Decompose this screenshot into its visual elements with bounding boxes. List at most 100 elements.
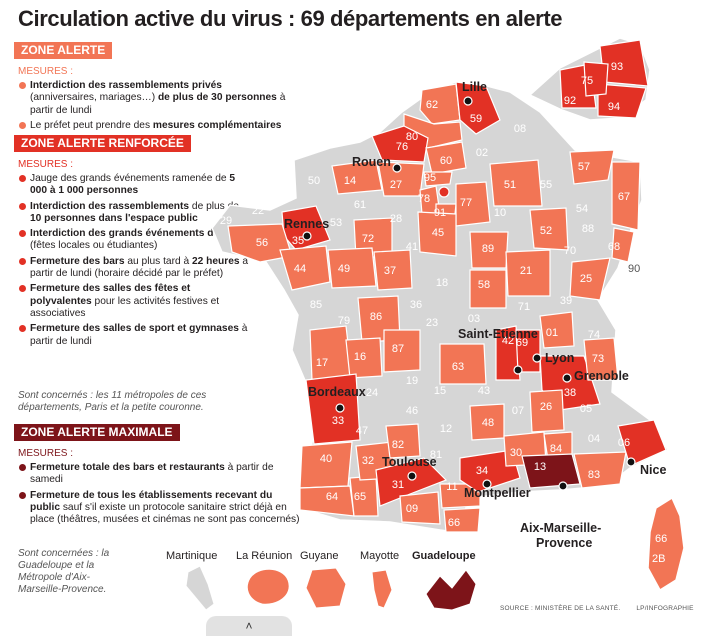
dept-shape-13 (521, 453, 581, 489)
dept-label-36: 36 (410, 299, 422, 311)
dept-label-24: 24 (366, 387, 378, 399)
measure-item: Interdiction des rassemblements privés (… (18, 80, 286, 117)
red-bullet-icon (19, 202, 26, 210)
dept-label-10: 10 (494, 207, 506, 219)
dept-label-05: 05 (580, 403, 592, 415)
dept-label-80: 80 (406, 131, 418, 143)
dept-shape-42 (495, 325, 521, 381)
dept-label-58: 58 (478, 279, 490, 291)
dept-label-27: 27 (390, 179, 402, 191)
territory-guyane (305, 567, 347, 609)
dept-label-42: 42 (502, 335, 514, 347)
dept-label-18: 18 (436, 277, 448, 289)
dept-label-51: 51 (504, 179, 516, 191)
dept-label-60: 60 (440, 155, 452, 167)
dept-label-41: 41 (406, 241, 418, 253)
zone-maximale-mesures-label: MESURES : (18, 448, 74, 459)
territory-label-guadeloupe: Guadeloupe (412, 550, 476, 562)
dept-shape-52 (529, 207, 569, 251)
zone-alerte-measures: Interdiction des rassemblements privés (… (18, 80, 286, 135)
dept-shape-51 (489, 159, 543, 207)
measure-item: Fermeture totale des bars et restaurants… (18, 462, 300, 487)
dept-label-04: 04 (588, 433, 600, 445)
dept-label-77: 77 (460, 197, 472, 209)
source-text: SOURCE : MINISTÈRE DE LA SANTÉ. (500, 605, 621, 612)
dept-label-74: 74 (588, 329, 600, 341)
dept-label-47: 47 (356, 425, 368, 437)
dept-shape-73 (583, 337, 619, 381)
dept-label-64: 64 (326, 491, 338, 503)
city-label-rennes: Rennes (284, 217, 329, 231)
city-marker (392, 163, 402, 173)
territory-mayotte (371, 569, 393, 609)
dept-label-70: 70 (564, 245, 576, 257)
red-bullet-icon (19, 230, 26, 238)
dept-shape-75 (438, 186, 450, 198)
dept-shape-31 (375, 457, 448, 507)
city-label-toulouse: Toulouse (382, 455, 437, 469)
zone-maximale-note: Sont concernées : la Guadeloupe et la Mé… (18, 548, 110, 595)
dept-label-75: 75 (581, 75, 593, 87)
dept-label-46: 46 (406, 405, 418, 417)
red-bullet-icon (19, 257, 26, 265)
dept-label-86: 86 (370, 311, 382, 323)
dept-label-56: 56 (256, 237, 268, 249)
dept-shape-57 (569, 149, 615, 185)
dept-label-15: 15 (434, 385, 446, 397)
city-label-lille: Lille (462, 80, 487, 94)
dept-label-72: 72 (362, 233, 374, 245)
dept-label-03: 03 (468, 313, 480, 325)
dept-label-65: 65 (354, 491, 366, 503)
dept-shape-87 (383, 329, 421, 373)
dept-label-14: 14 (344, 175, 356, 187)
dark-red-bullet-icon (19, 464, 26, 471)
chevron-up-icon: ˄ (245, 619, 253, 633)
dept-shape-83 (573, 451, 627, 489)
city-marker (463, 96, 473, 106)
territory-label-martinique: Martinique (166, 550, 217, 562)
dept-label-35: 35 (292, 235, 304, 247)
city-marker (558, 481, 568, 491)
city-label-bordeaux: Bordeaux (308, 385, 366, 399)
dept-shape-89 (469, 231, 509, 269)
dept-shape-67 (611, 161, 641, 231)
dept-label-83: 83 (588, 469, 600, 481)
dept-label-43: 43 (478, 385, 490, 397)
dept-label-50: 50 (308, 175, 320, 187)
dept-label-92: 92 (564, 95, 576, 107)
city-marker (335, 403, 345, 413)
scroll-up-button[interactable]: ˄ (206, 616, 292, 636)
dept-label-76: 76 (396, 141, 408, 153)
dept-label-81: 81 (430, 449, 442, 461)
dept-shape-49 (327, 247, 377, 289)
dept-shape-21 (505, 249, 551, 297)
credit-text: LP/INFOGRAPHIE (636, 605, 694, 612)
dept-label-82: 82 (392, 439, 404, 451)
dept-label-17: 17 (316, 357, 328, 369)
measure-item: Fermeture de tous les établissements rec… (18, 490, 300, 527)
dept-label-57: 57 (578, 161, 590, 173)
dept-label-23: 23 (426, 317, 438, 329)
dept-label-31: 31 (392, 479, 404, 491)
measure-item: Interdiction des rassemblements de plus … (18, 201, 250, 226)
territory-guadeloupe (425, 569, 477, 611)
dept-shape-37 (373, 249, 413, 291)
dept-label-2b: 66 (655, 533, 667, 545)
dept-label-85: 85 (310, 299, 322, 311)
dept-shape-94 (597, 83, 647, 119)
measure-item: Le préfet peut prendre des mesures compl… (18, 120, 286, 132)
dept-label-59: 59 (470, 113, 482, 125)
dept-shape-62 (419, 83, 461, 125)
dept-shape-06 (617, 419, 667, 467)
red-bullet-icon (19, 285, 26, 293)
city-label-aix-marseille-provence: Aix-Marseille- (520, 521, 601, 535)
dept-label-91: 91 (434, 207, 446, 219)
orange-bullet-icon (19, 121, 26, 129)
city-marker (532, 353, 542, 363)
dept-label-21: 21 (520, 265, 532, 277)
city-marker (302, 231, 312, 241)
dept-shape-40 (299, 441, 353, 489)
dept-label-67: 67 (618, 191, 630, 203)
dept-label-87: 87 (392, 343, 404, 355)
measure-item: Fermeture des salles des fêtes et polyva… (18, 283, 250, 320)
